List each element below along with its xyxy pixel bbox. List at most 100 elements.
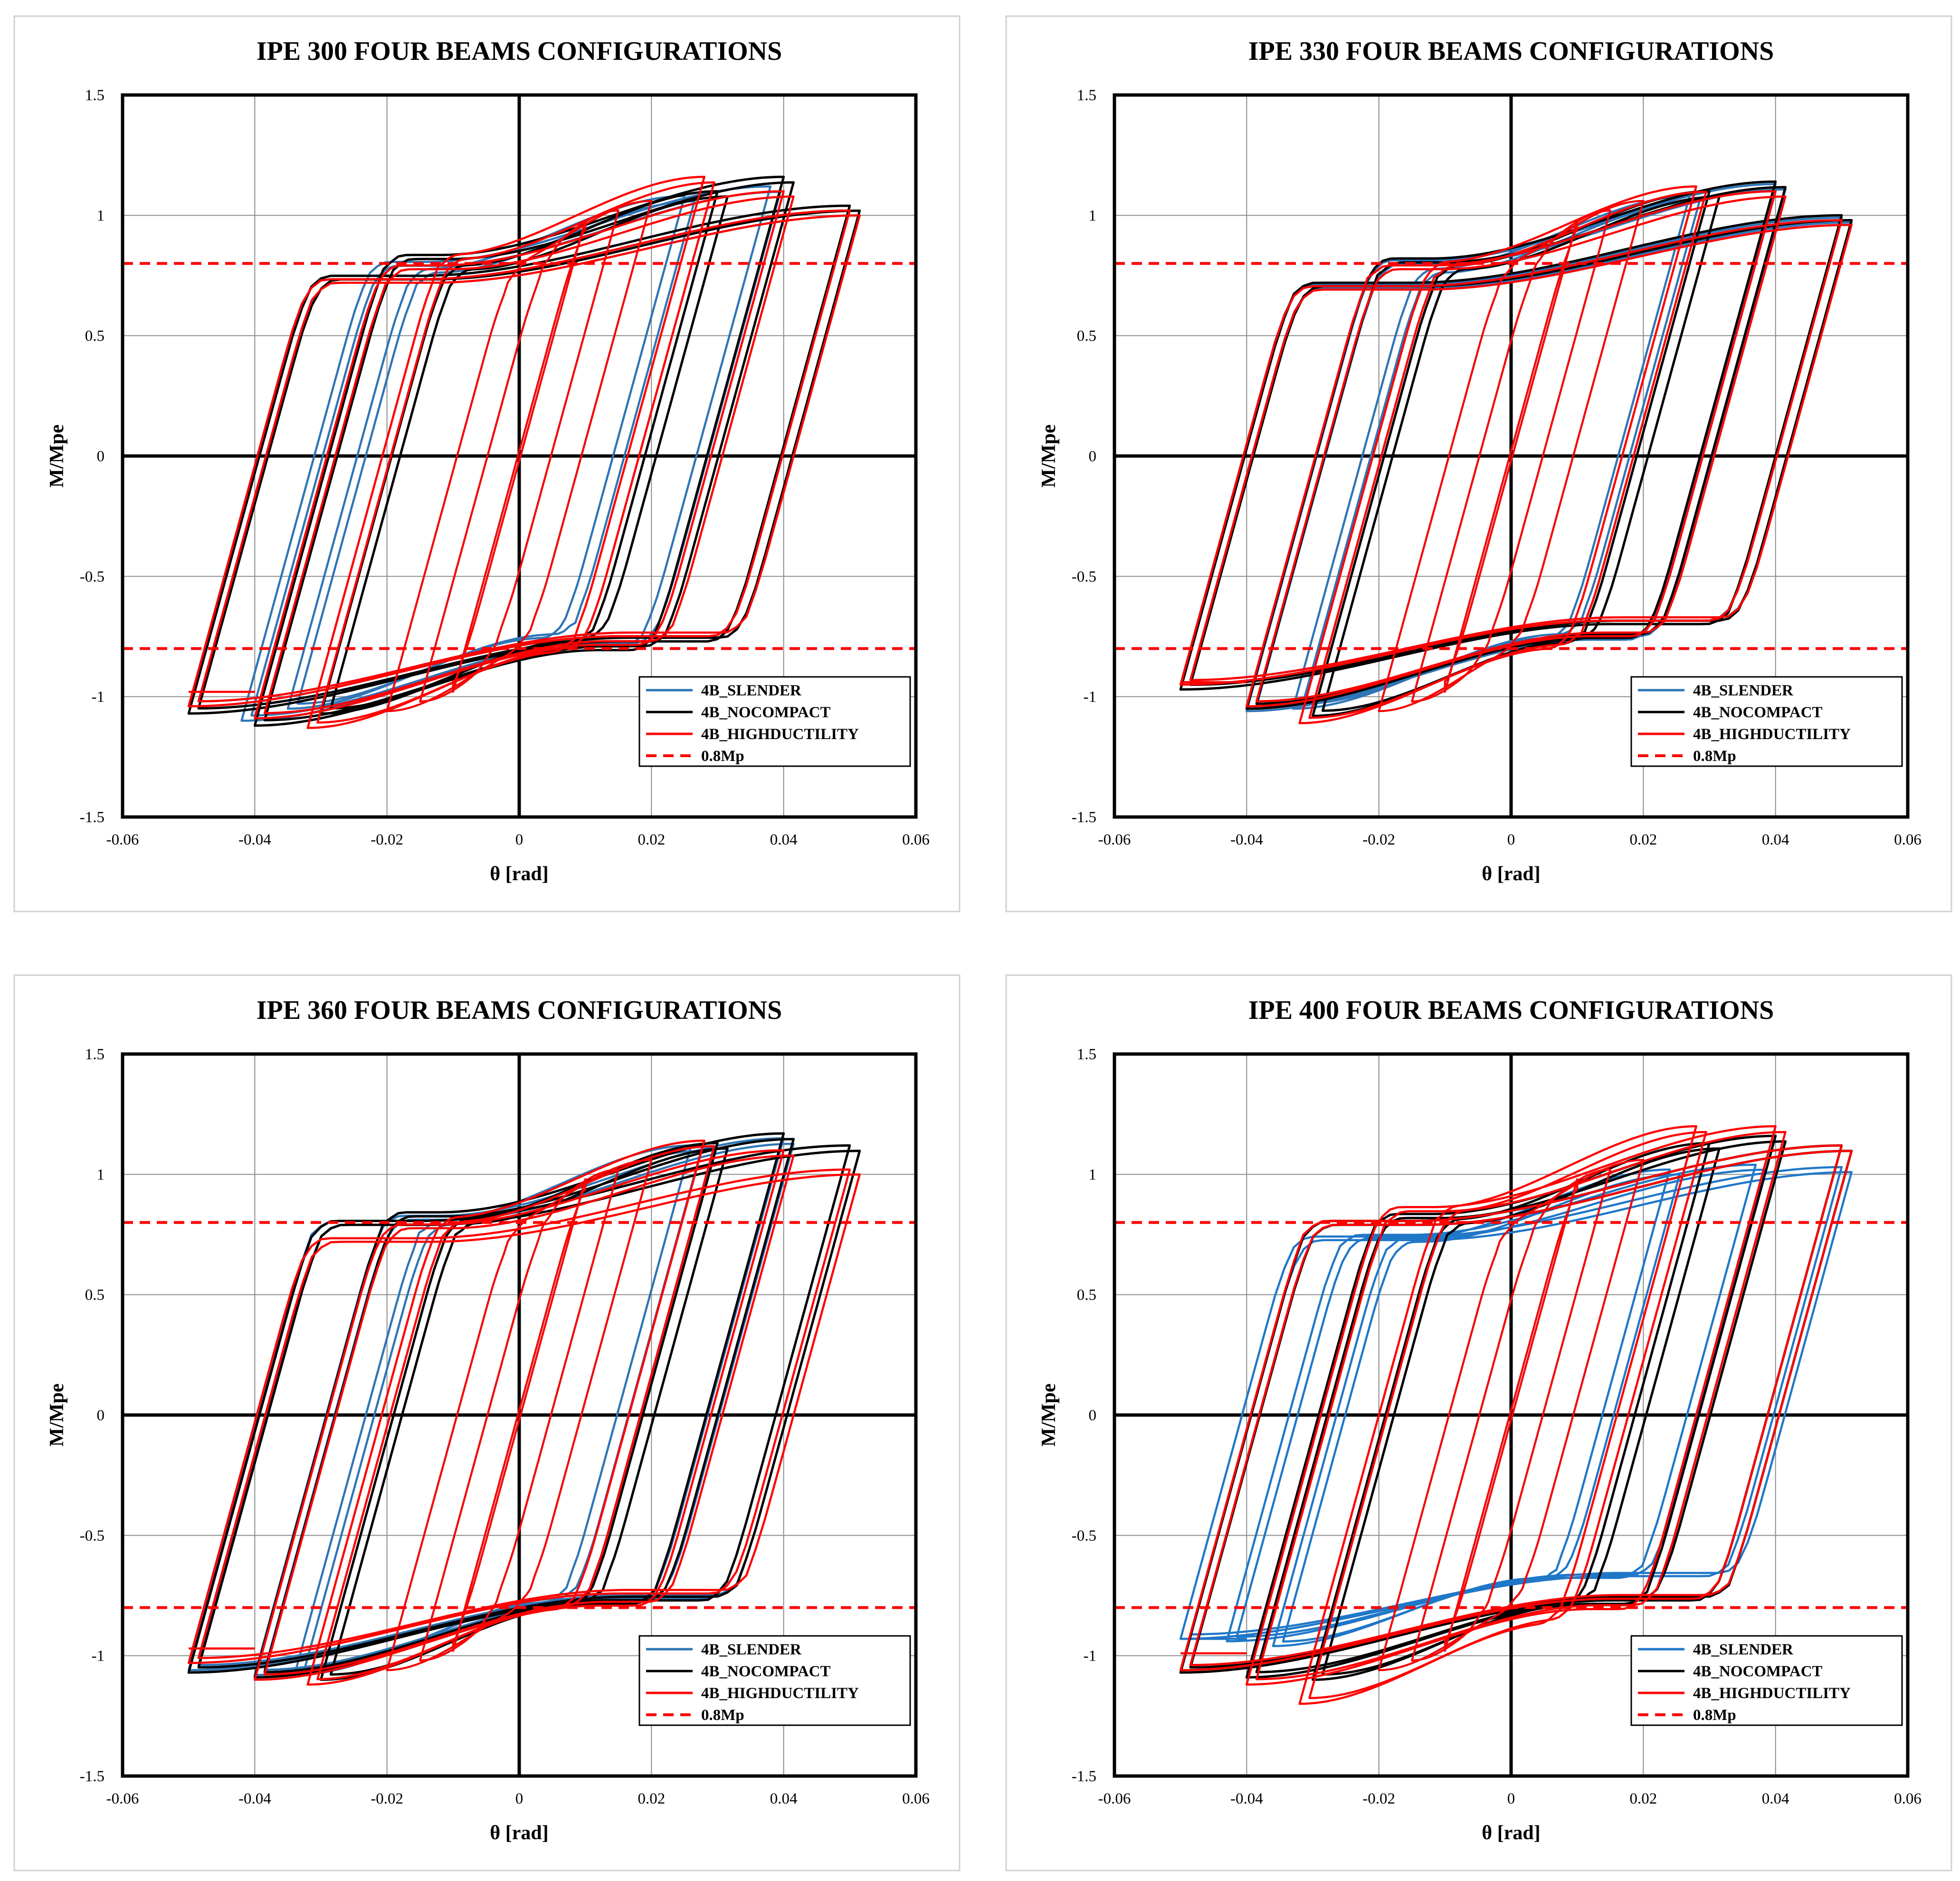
hysteresis-loop — [329, 1147, 729, 1676]
x-tick-label: 0.04 — [770, 1790, 798, 1807]
y-tick-label: -1.5 — [1072, 809, 1096, 826]
x-tick-label: 0.04 — [1762, 1790, 1789, 1807]
legend-label: 4B_SLENDER — [1693, 1641, 1794, 1658]
panel-frame — [13, 974, 961, 1872]
hysteresis-loop-small — [1411, 209, 1611, 703]
x-tick-label: -0.04 — [1230, 1790, 1263, 1807]
chart-panel-2: IPE 330 FOUR BEAMS CONFIGURATIONS 1.5 1 0.5… — [1005, 15, 1952, 912]
hysteresis-loop-small — [1378, 200, 1645, 712]
hysteresis-loop-small — [1444, 1178, 1579, 1652]
y-tick-label: 1 — [97, 207, 105, 224]
y-tick-label: -0.5 — [80, 1527, 105, 1544]
y-tick-label: 0.5 — [85, 328, 105, 345]
x-tick-label: 0 — [1507, 831, 1515, 848]
hysteresis-loop-small — [419, 1168, 619, 1662]
hysteresis-loop — [1246, 1125, 1777, 1686]
legend-label: 0.8Mp — [701, 1707, 744, 1724]
y-tick-label: 0 — [1089, 448, 1097, 465]
hysteresis-loop-small — [386, 1159, 653, 1672]
y-tick-label: 0.5 — [1077, 328, 1096, 345]
x-tick-label: -0.02 — [371, 1790, 403, 1807]
x-tick-label: 0.02 — [637, 831, 665, 848]
hysteresis-loop — [197, 214, 861, 703]
x-axis-label: θ [rad] — [1482, 1822, 1540, 1844]
y-axis-label: M/Mpe — [46, 1384, 68, 1447]
legend: 4B_SLENDER 4B_NOCOMPACT 4B_HIGHDUCTILITY 0.… — [638, 1635, 911, 1726]
y-tick-label: 0 — [97, 448, 105, 465]
legend-label: 4B_NOCOMPACT — [701, 704, 831, 721]
series-0-8mp — [123, 1221, 916, 1609]
x-tick-label: 0.06 — [1894, 831, 1922, 848]
x-tick-label: -0.06 — [1098, 1790, 1131, 1807]
x-tick-label: 0 — [515, 1790, 523, 1807]
hysteresis-loop — [263, 181, 795, 722]
series-4b-highductility — [187, 176, 861, 729]
hysteresis-loop — [1245, 1134, 1777, 1679]
y-tick-label: -0.5 — [80, 568, 105, 585]
legend-label: 4B_HIGHDUCTILITY — [1693, 1685, 1851, 1702]
y-tick-label: 1 — [1089, 207, 1097, 224]
hysteresis-loop-small — [1378, 1159, 1645, 1672]
plot-border — [1113, 1052, 1910, 1778]
legend-box — [1630, 1635, 1903, 1726]
y-tick-label: 0.5 — [1077, 1287, 1096, 1304]
y-tick-label: -1 — [1084, 689, 1097, 706]
data-layer — [123, 175, 916, 729]
hysteresis-loop — [187, 209, 851, 708]
hysteresis-loop — [1255, 195, 1787, 703]
y-tick-label: 1.5 — [1077, 87, 1096, 104]
y-tick-label: 1 — [1089, 1166, 1097, 1183]
hysteresis-loop-small — [452, 1178, 587, 1652]
y-tick-label: 0.5 — [85, 1287, 105, 1304]
legend-box — [638, 1635, 911, 1726]
y-tick-label: -1.5 — [1072, 1768, 1096, 1785]
hysteresis-loop — [197, 1173, 861, 1659]
chart-panel-3: IPE 360 FOUR BEAMS CONFIGURATIONS 1.5 1 0.5… — [13, 974, 961, 1872]
y-tick-label: 0 — [97, 1407, 105, 1424]
x-tick-label: 0.02 — [637, 1790, 665, 1807]
hysteresis-loop — [1179, 219, 1843, 686]
hysteresis-loop-small — [452, 219, 587, 693]
y-tick-label: 1.5 — [1077, 1046, 1096, 1063]
series-4b-highductility — [1179, 185, 1853, 724]
x-tick-label: -0.04 — [238, 831, 271, 848]
legend-label: 4B_NOCOMPACT — [1693, 1663, 1823, 1680]
hysteresis-loop — [263, 1154, 795, 1676]
y-tick-label: 1 — [97, 1166, 105, 1183]
y-tick-label: -1.5 — [80, 1768, 105, 1785]
x-tick-label: 0 — [515, 831, 523, 848]
y-axis-label: M/Mpe — [1038, 1384, 1060, 1447]
hysteresis-loop — [1246, 190, 1777, 708]
legend-label: 0.8Mp — [701, 748, 744, 765]
x-tick-label: 0 — [1507, 1790, 1515, 1807]
legend-label: 4B_SLENDER — [701, 682, 802, 699]
hysteresis-loop — [1189, 1150, 1853, 1666]
x-axis-label: θ [rad] — [490, 863, 548, 885]
hysteresis-loop — [1245, 180, 1777, 710]
hysteresis-loop — [253, 175, 785, 727]
series-0-8mp — [1114, 1221, 1908, 1609]
x-tick-label: -0.06 — [1098, 831, 1131, 848]
x-tick-label: 0.06 — [902, 831, 930, 848]
legend: 4B_SLENDER 4B_NOCOMPACT 4B_HIGHDUCTILITY 0.… — [1630, 1635, 1903, 1726]
hysteresis-loop — [1179, 1144, 1843, 1672]
y-tick-label: 0 — [1089, 1407, 1097, 1424]
hysteresis-loop — [1308, 190, 1707, 719]
x-axis-label: θ [rad] — [1482, 863, 1540, 885]
hysteresis-loop-small — [1444, 219, 1579, 693]
y-tick-label: -0.5 — [1072, 568, 1096, 585]
x-tick-label: 0.02 — [1629, 831, 1657, 848]
legend-box — [638, 676, 911, 767]
chart-title: IPE 330 FOUR BEAMS CONFIGURATIONS — [1248, 37, 1774, 66]
data-layer — [123, 1132, 916, 1686]
hysteresis-loop — [254, 1149, 785, 1681]
x-axis-label: θ [rad] — [490, 1822, 548, 1844]
hysteresis-loop-small — [1411, 1168, 1611, 1662]
x-tick-label: -0.06 — [106, 831, 139, 848]
y-tick-label: 1.5 — [85, 1046, 105, 1063]
plot-border — [121, 93, 918, 819]
legend-label: 4B_SLENDER — [701, 1641, 802, 1658]
legend-label: 4B_NOCOMPACT — [1693, 704, 1823, 721]
x-tick-label: 0.06 — [1894, 1790, 1922, 1807]
